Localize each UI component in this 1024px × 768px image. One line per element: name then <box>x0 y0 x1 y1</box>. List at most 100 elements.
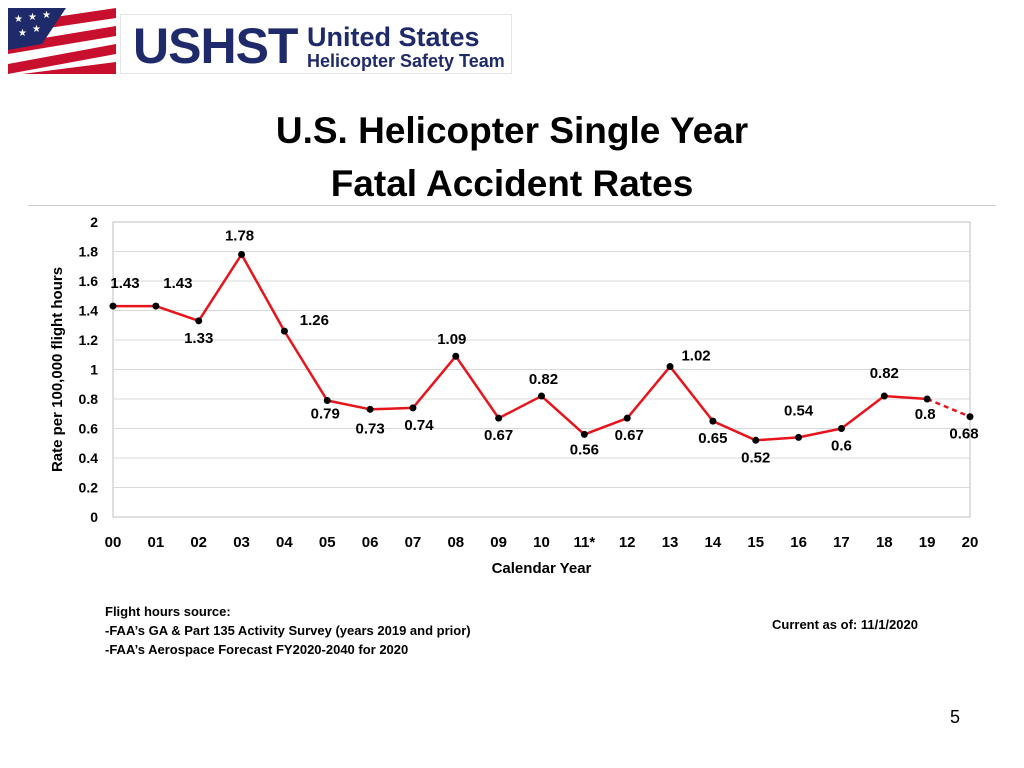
data-point <box>366 405 374 413</box>
data-label: 0.6 <box>831 438 852 455</box>
x-tick-label: 18 <box>876 534 893 551</box>
ushst-logo: ★ ★ ★ ★ ★ USHST United States Helicopter… <box>8 8 512 74</box>
y-tick-label: 1.2 <box>79 332 99 348</box>
x-tick-label: 09 <box>490 534 507 551</box>
data-point <box>495 414 503 422</box>
data-label: 1.02 <box>681 348 710 365</box>
page-number: 5 <box>950 707 961 727</box>
flight-hours-source: Flight hours source: -FAA’s GA & Part 13… <box>105 602 471 659</box>
y-tick-label: 0 <box>90 509 98 525</box>
data-point <box>409 404 417 412</box>
data-label: 0.82 <box>870 365 899 382</box>
source-heading: Flight hours source: <box>105 604 231 619</box>
data-point <box>195 317 203 325</box>
current-as-of: Current as of: 11/1/2020 <box>772 617 918 632</box>
data-point <box>880 392 888 400</box>
series-line-segment <box>370 406 413 411</box>
x-tick-label: 00 <box>105 534 122 551</box>
data-label: 1.43 <box>110 275 139 292</box>
series-line-segment <box>454 355 500 419</box>
svg-text:★: ★ <box>32 24 41 35</box>
series-line-segment <box>798 427 842 439</box>
data-point <box>580 430 588 438</box>
data-label: 1.33 <box>184 330 213 347</box>
data-label: 1.43 <box>163 275 192 292</box>
data-point <box>238 250 246 258</box>
series-line-segment <box>755 436 799 442</box>
data-point <box>109 302 117 310</box>
y-tick-label: 1.8 <box>79 244 99 260</box>
data-label: 0.52 <box>741 449 770 466</box>
x-tick-label: 13 <box>662 534 679 551</box>
y-tick-label: 1 <box>90 362 98 378</box>
svg-text:★: ★ <box>42 10 51 21</box>
x-tick-label: 05 <box>319 534 336 551</box>
data-point <box>452 352 460 360</box>
data-point <box>666 363 674 371</box>
data-point <box>709 417 717 425</box>
x-tick-label: 03 <box>233 534 250 551</box>
series-line-segment <box>155 304 200 323</box>
y-tick-label: 0.8 <box>79 391 99 407</box>
x-tick-label: 04 <box>276 534 293 551</box>
y-tick-label: 0.6 <box>79 421 99 437</box>
page-title-line1: U.S. Helicopter Single Year <box>275 110 749 151</box>
svg-text:★: ★ <box>18 28 27 39</box>
x-tick-label: 10 <box>533 534 550 551</box>
x-tick-label: 14 <box>705 534 722 551</box>
x-tick-label: 02 <box>190 534 207 551</box>
data-label: 0.74 <box>404 417 434 434</box>
svg-text:★: ★ <box>28 12 37 23</box>
source-line-2: -FAA’s Aerospace Forecast FY2020-2040 fo… <box>105 642 409 657</box>
data-point <box>280 327 288 335</box>
data-label: 0.67 <box>615 427 644 444</box>
x-tick-label: 19 <box>919 534 936 551</box>
data-label: 1.26 <box>300 312 329 329</box>
title-divider <box>28 205 996 206</box>
y-tick-label: 1.6 <box>79 273 99 289</box>
series-line-segment <box>884 394 928 401</box>
us-flag-icon: ★ ★ ★ ★ ★ <box>8 8 116 74</box>
series-line-segment <box>626 365 672 419</box>
series-line-segment <box>583 417 628 436</box>
data-point <box>538 392 545 400</box>
x-tick-label: 01 <box>148 534 165 551</box>
data-point <box>323 396 331 404</box>
page-title-line2: Fatal Accident Rates <box>330 163 694 204</box>
series-line-segment <box>840 395 886 430</box>
series-line-segment <box>926 397 971 418</box>
series-line-segment <box>240 253 286 332</box>
logo-line2: Helicopter Safety Team <box>307 51 505 71</box>
data-label: 0.67 <box>484 427 513 444</box>
data-label: 1.78 <box>225 227 254 244</box>
svg-text:★: ★ <box>14 14 23 25</box>
data-point <box>752 436 760 444</box>
series-line-segment <box>498 394 543 420</box>
data-point <box>966 413 974 421</box>
x-tick-label: 06 <box>362 534 379 551</box>
series-line-segment <box>669 365 714 422</box>
x-tick-label: 16 <box>790 534 807 551</box>
x-tick-label: 11* <box>573 534 595 551</box>
y-tick-label: 0.4 <box>79 450 99 466</box>
series-line-segment <box>411 355 457 409</box>
data-label: 0.68 <box>949 426 978 443</box>
data-point <box>623 414 631 422</box>
x-axis-label: Calendar Year <box>492 560 592 577</box>
data-label: 0.79 <box>311 405 340 422</box>
logo-wordmark: USHST United States Helicopter Safety Te… <box>120 14 512 74</box>
data-point <box>923 395 931 403</box>
data-label: 0.8 <box>915 406 936 423</box>
data-label: 0.73 <box>355 420 384 437</box>
y-axis-label: Rate per 100,000 flight hours <box>49 267 66 472</box>
y-tick-label: 2 <box>90 214 98 230</box>
data-point <box>837 425 845 432</box>
logo-abbr: USHST <box>133 18 298 74</box>
data-label: 0.54 <box>784 402 814 419</box>
series-line-segment <box>283 330 329 402</box>
logo-line1: United States <box>307 22 480 52</box>
data-point <box>152 302 160 310</box>
x-tick-label: 08 <box>447 534 464 551</box>
data-label: 0.82 <box>529 371 558 388</box>
